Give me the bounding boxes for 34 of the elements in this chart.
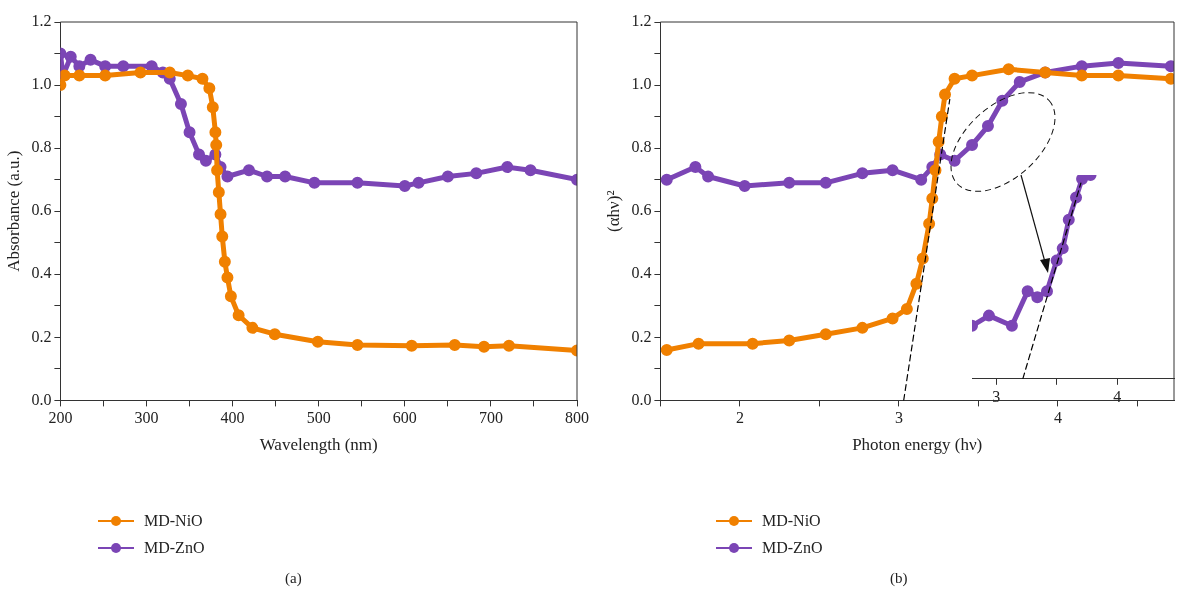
x-tick-label: 700 <box>478 409 503 427</box>
x-tick-label: 300 <box>134 409 159 427</box>
text: (a) <box>285 570 302 587</box>
text: (b) <box>890 570 908 587</box>
x-axis-title: Wavelength (nm) <box>259 435 378 455</box>
x-tick-label: 500 <box>306 409 331 427</box>
y-tick-label: 0.2 <box>31 327 52 345</box>
legend-label: MD-NiO <box>144 511 203 530</box>
x-tick-label: 400 <box>220 409 245 427</box>
y-tick-label: 0.2 <box>631 327 652 345</box>
legend-label: MD-ZnO <box>762 538 823 557</box>
y-tick-label: 0.4 <box>631 264 652 282</box>
x-tick-label: 4 <box>1053 409 1062 427</box>
y-tick-label: 0.0 <box>631 390 652 408</box>
y-tick-label: 1.2 <box>631 12 652 30</box>
x-tick-label: 200 <box>48 409 73 427</box>
y-tick-label: 0.8 <box>31 138 52 156</box>
y-tick-label: 0.4 <box>31 264 52 282</box>
legend-label: MD-ZnO <box>144 538 205 557</box>
y-tick-label: 0.0 <box>31 390 52 408</box>
y-tick-label: 0.6 <box>631 201 652 219</box>
legend-label: MD-NiO <box>762 511 821 530</box>
y-tick-label: 1.0 <box>631 75 652 93</box>
y-tick-label: 1.2 <box>31 12 52 30</box>
y-tick-label: 0.8 <box>631 138 652 156</box>
y-tick-label: 1.0 <box>31 75 52 93</box>
y-axis-title: (αhν)² <box>603 190 623 232</box>
y-tick-label: 0.6 <box>31 201 52 219</box>
y-axis-title: Absorbance (a.u.) <box>3 150 23 272</box>
x-tick-label: 3 <box>894 409 903 427</box>
x-axis-title: Photon energy (hν) <box>852 435 983 455</box>
x-tick-label: 2 <box>735 409 744 427</box>
x-tick-label: 600 <box>392 409 417 427</box>
x-tick-label: 800 <box>565 409 589 427</box>
